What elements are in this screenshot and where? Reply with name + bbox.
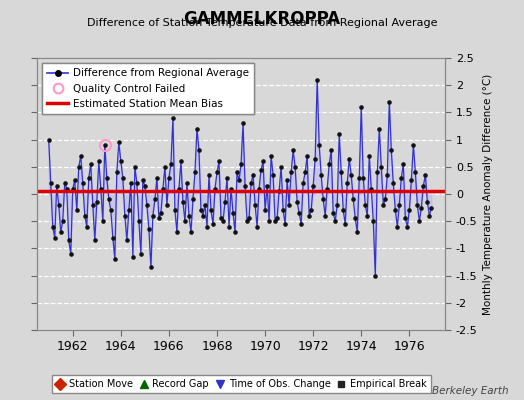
Text: Berkeley Earth: Berkeley Earth [432,386,508,396]
Y-axis label: Monthly Temperature Anomaly Difference (°C): Monthly Temperature Anomaly Difference (… [483,73,493,315]
Legend: Station Move, Record Gap, Time of Obs. Change, Empirical Break: Station Move, Record Gap, Time of Obs. C… [51,375,431,393]
Legend: Difference from Regional Average, Quality Control Failed, Estimated Station Mean: Difference from Regional Average, Qualit… [42,63,254,114]
Text: GAMMELKROPPA: GAMMELKROPPA [183,10,341,28]
Text: Difference of Station Temperature Data from Regional Average: Difference of Station Temperature Data f… [87,18,437,28]
